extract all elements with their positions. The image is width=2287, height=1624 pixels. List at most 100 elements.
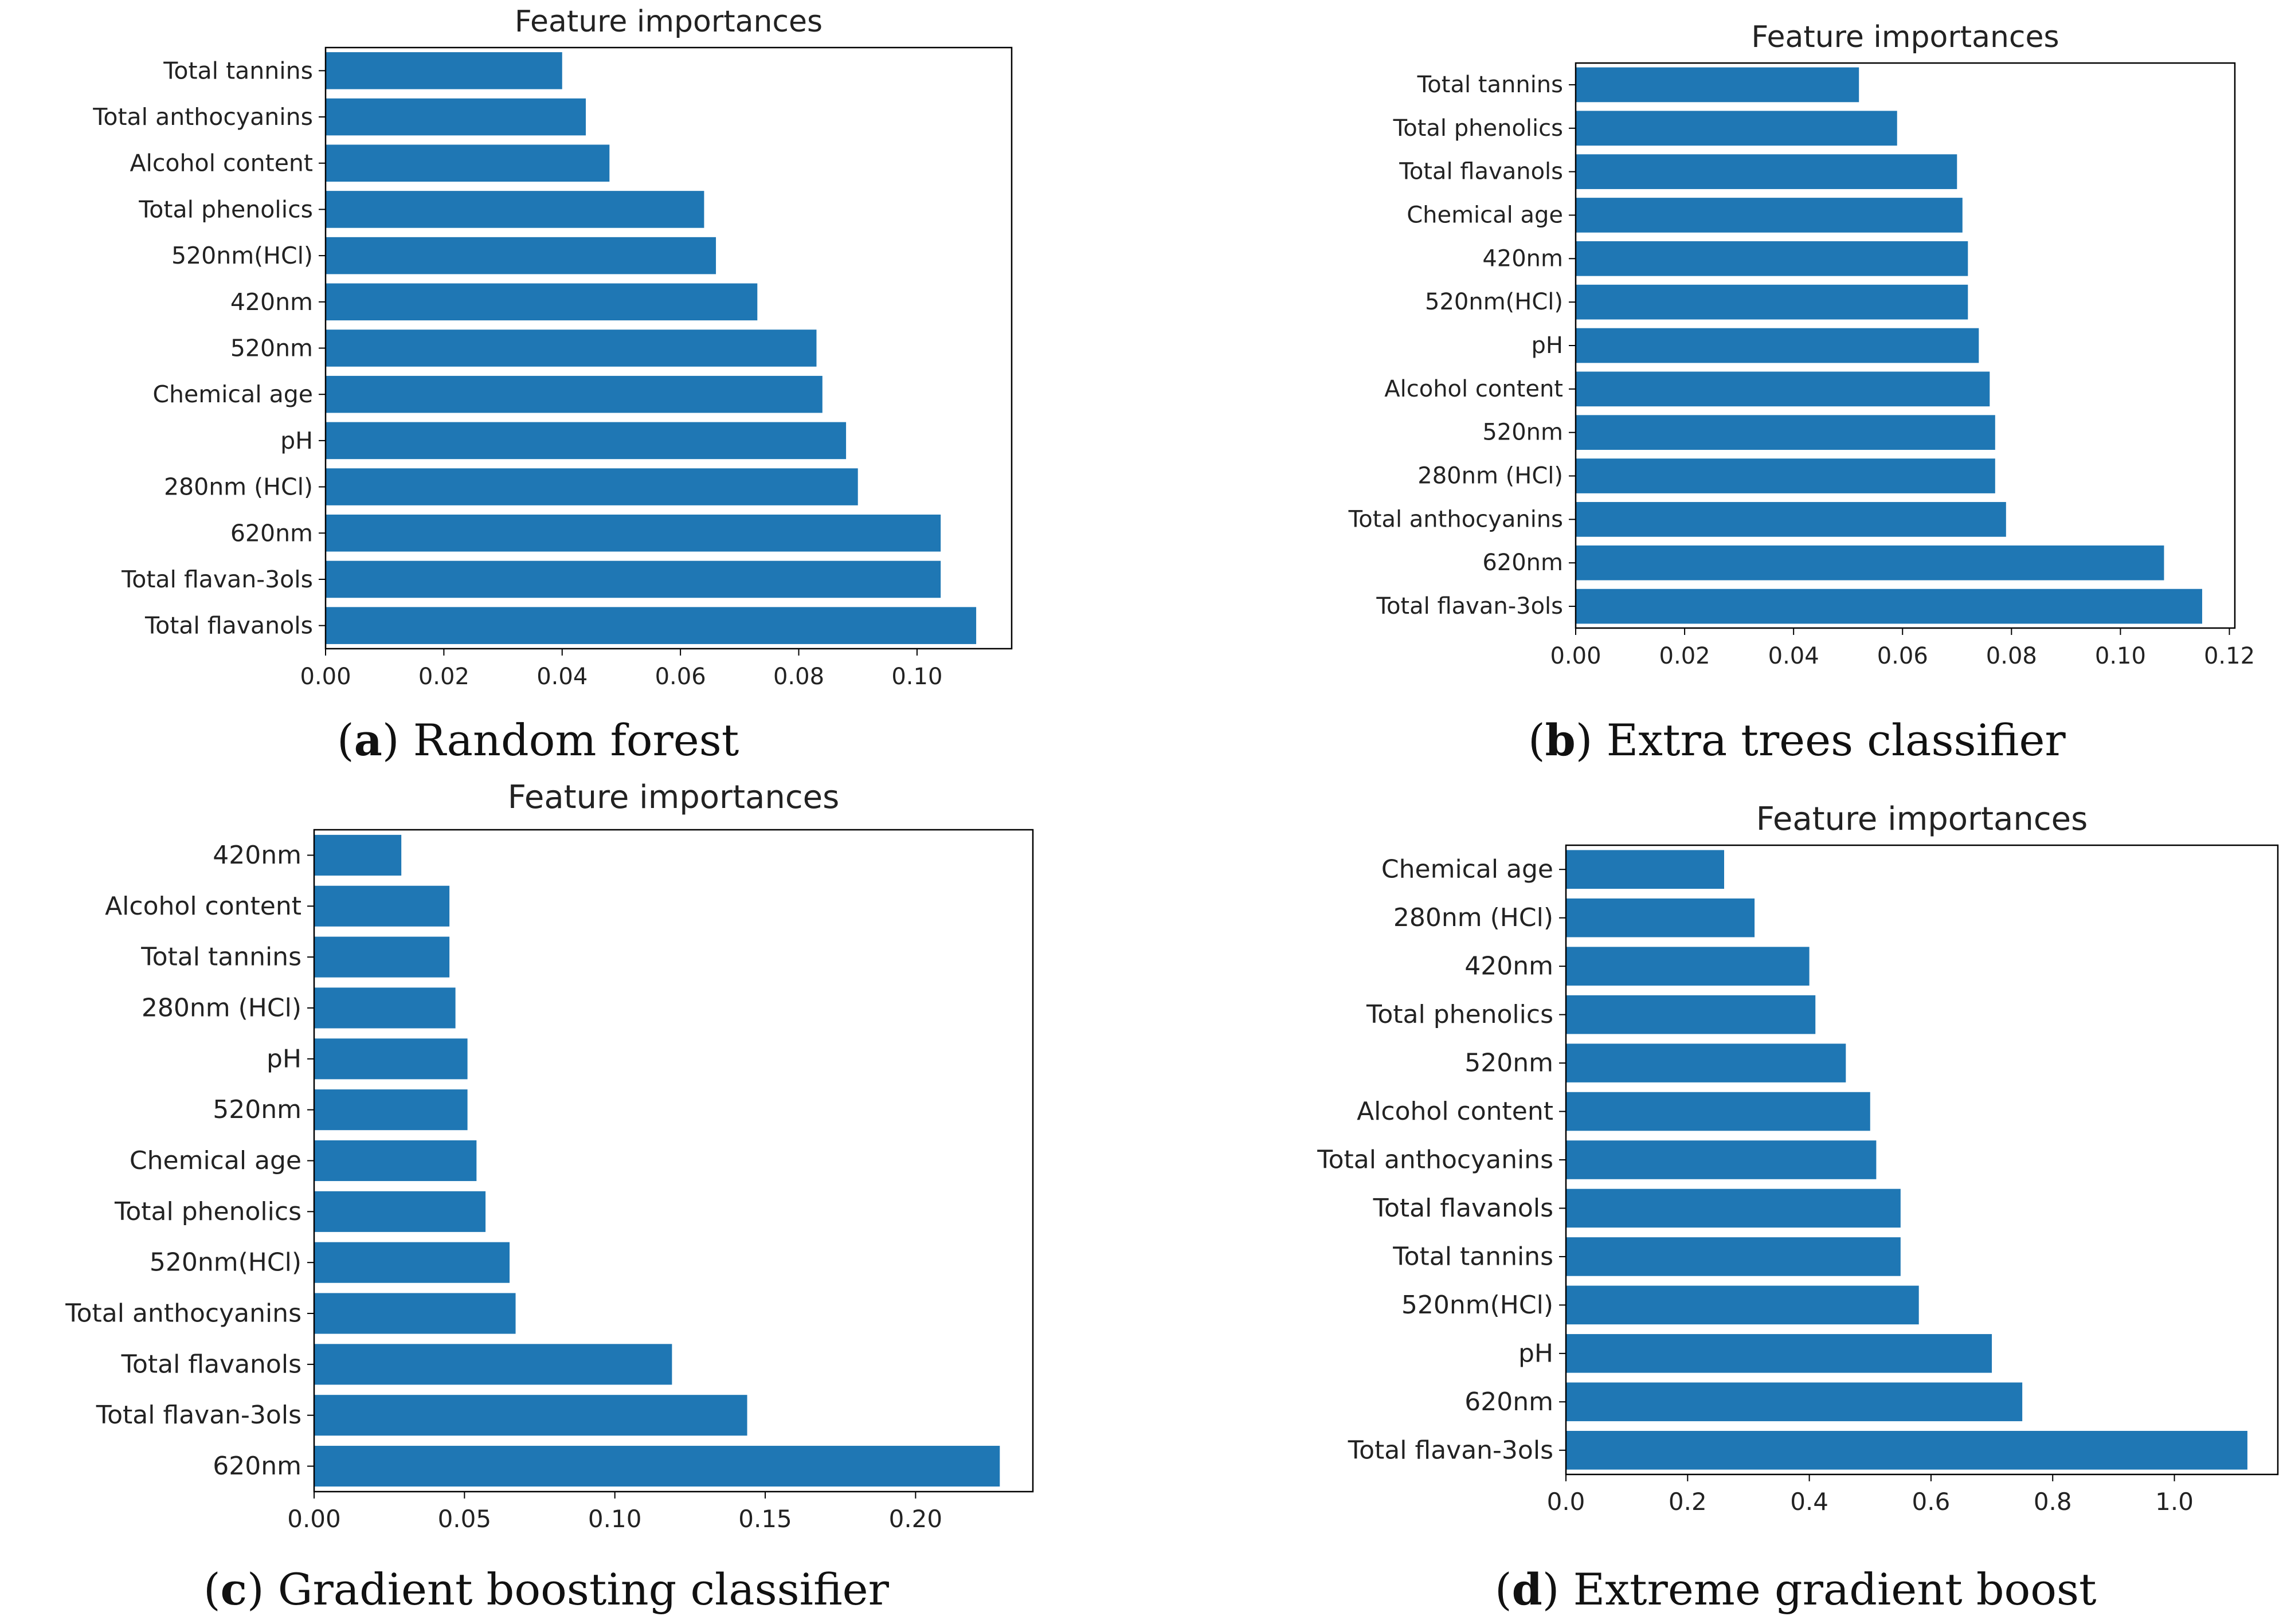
caption-text: Extra trees classifier	[1607, 715, 2066, 766]
y-tick-label: Chemical age	[130, 1146, 301, 1175]
caption-letter: a	[354, 715, 382, 766]
bar	[1576, 371, 1990, 407]
bar	[314, 1038, 468, 1080]
bar	[1566, 1092, 1870, 1131]
y-tick-label: 520nm	[1482, 419, 1563, 446]
y-tick-label: Total anthocyanins	[1317, 1146, 1553, 1175]
x-tick-label: 0.10	[891, 664, 942, 690]
x-tick-label: 0.4	[1790, 1488, 1828, 1516]
bar	[1576, 111, 1897, 146]
bar	[1576, 241, 1968, 276]
bar	[314, 987, 456, 1029]
y-tick-label: 620nm	[1464, 1387, 1553, 1417]
bar	[326, 237, 716, 274]
x-tick-label: 0.00	[1550, 643, 1601, 669]
y-tick-label: 520nm(HCl)	[1425, 289, 1563, 315]
y-tick-label: 420nm	[1464, 952, 1553, 981]
bar	[314, 1089, 468, 1131]
x-tick-label: 0.6	[1912, 1488, 1951, 1516]
y-tick-label: Total phenolics	[138, 195, 313, 223]
panel-extreme-gradient-boost: Feature importances Chemical age 280nm (HC…	[1317, 801, 2279, 1615]
y-tick-label: Chemical age	[1381, 855, 1553, 884]
bar	[326, 98, 586, 136]
y-tick-label: 520nm	[230, 335, 313, 362]
y-tick-label: 280nm (HCl)	[142, 993, 301, 1022]
y-tick-label: Total flavanols	[121, 1350, 301, 1379]
y-tick-label: pH	[280, 427, 313, 454]
caption-letter: c	[221, 1564, 247, 1615]
panel-caption: (b) Extra trees classifier	[1528, 715, 2066, 766]
bar	[326, 468, 858, 505]
caption-text: Gradient boosting classifier	[278, 1564, 890, 1615]
y-tick-label: Alcohol content	[1357, 1097, 1553, 1126]
y-tick-label: 520nm	[1464, 1049, 1553, 1078]
y-tick-label: Total flavanols	[1373, 1194, 1553, 1223]
bar	[1576, 415, 1995, 450]
y-tick-label: pH	[267, 1044, 301, 1073]
y-tick-label: Total phenolics	[1393, 115, 1563, 142]
axes-frame	[313, 829, 1034, 1493]
bar	[1566, 1430, 2247, 1470]
y-tick-label: Total tannins	[1392, 1242, 1553, 1271]
panel-caption: (d) Extreme gradient boost	[1495, 1564, 2097, 1615]
bar	[326, 191, 704, 228]
x-tick-label: 0.15	[738, 1505, 792, 1533]
x-tick-label: 0.12	[2204, 643, 2255, 669]
bar	[1566, 947, 1810, 986]
y-tick-label: 520nm	[213, 1095, 301, 1124]
y-tick-label: 520nm(HCl)	[171, 242, 313, 269]
bar	[326, 560, 941, 598]
y-tick-label: 620nm	[230, 519, 313, 547]
x-tick-label: 0.00	[300, 664, 351, 690]
bar	[326, 514, 941, 552]
y-tick-label: Total phenolics	[1366, 1000, 1553, 1029]
panel-caption: (c) Gradient boosting classifier	[203, 1564, 890, 1615]
bar	[326, 144, 610, 182]
bar	[314, 1242, 510, 1283]
y-tick-label: Total flavan-3ols	[121, 566, 313, 593]
y-tick-label: Total flavan-3ols	[1376, 593, 1563, 619]
bar	[314, 1191, 486, 1232]
y-tick-label: 280nm (HCl)	[164, 473, 313, 501]
caption-text: Random forest	[413, 715, 739, 766]
x-tick-label: 0.02	[418, 664, 469, 690]
x-tick-label: 0.00	[287, 1505, 341, 1533]
x-tick-label: 0.06	[655, 664, 706, 690]
x-tick-label: 0.10	[2095, 643, 2146, 669]
bar	[1566, 1334, 1992, 1373]
x-tick-label: 0.04	[1768, 643, 1819, 669]
bar	[1576, 589, 2202, 624]
y-tick-label: Total tannins	[1417, 72, 1563, 98]
bar	[326, 329, 817, 367]
y-tick-label: 280nm (HCl)	[1417, 463, 1563, 489]
y-tick-label: pH	[1518, 1339, 1553, 1368]
y-tick-label: Total flavan-3ols	[1348, 1435, 1553, 1465]
axes-frame	[1565, 844, 2279, 1476]
axes-frame	[1575, 62, 2236, 629]
bar	[1566, 1188, 1901, 1228]
x-tick-label: 0.02	[1659, 643, 1710, 669]
y-tick-label: Total tannins	[163, 57, 313, 84]
bar	[1566, 1237, 1901, 1276]
y-tick-label: Total flavanols	[144, 612, 313, 640]
y-tick-label: Total phenolics	[114, 1197, 301, 1226]
bar	[1576, 198, 1963, 233]
chart-title: Feature importances	[508, 779, 840, 816]
chart-title: Feature importances	[1751, 20, 2059, 54]
y-tick-label: Alcohol content	[105, 892, 301, 921]
bar	[326, 607, 977, 644]
bar	[1576, 458, 1995, 493]
y-tick-label: Total anthocyanins	[65, 1299, 301, 1328]
y-tick-label: Total anthocyanins	[1348, 506, 1563, 532]
x-tick-label: 0.2	[1669, 1488, 1707, 1516]
panel-caption: (a) Random forest	[337, 715, 739, 766]
chart-title: Feature importances	[515, 5, 823, 39]
bar	[314, 1446, 1000, 1487]
y-tick-label: 420nm	[230, 288, 313, 316]
bar	[1576, 328, 1979, 363]
bar	[1576, 545, 2164, 580]
x-tick-label: 0.08	[773, 664, 824, 690]
y-tick-label: Chemical age	[152, 380, 313, 408]
bar	[314, 1395, 747, 1436]
